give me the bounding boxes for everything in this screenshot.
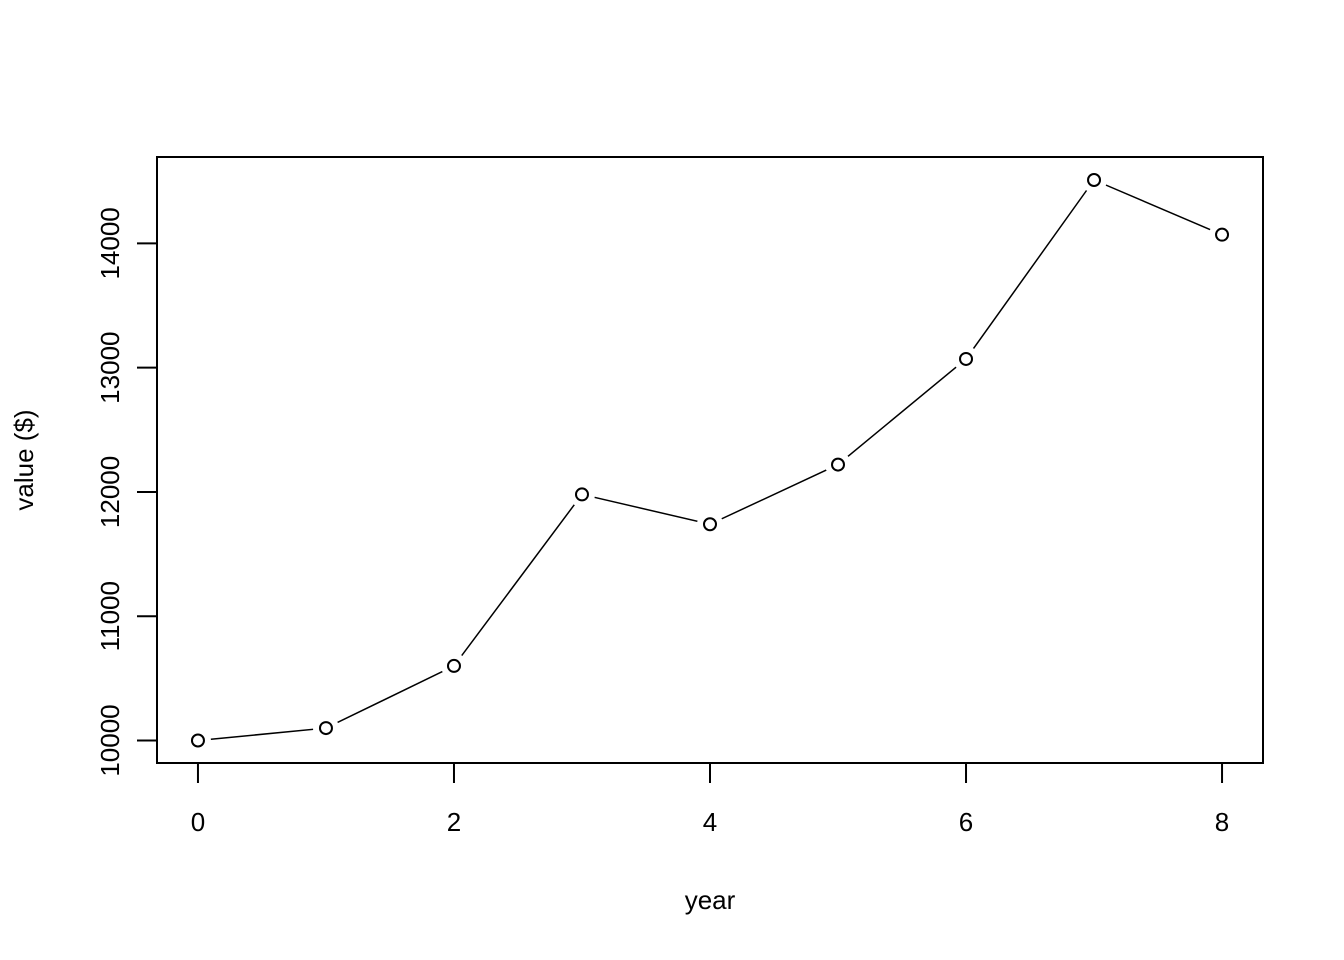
point bbox=[574, 487, 589, 502]
point-halo bbox=[312, 715, 339, 742]
x-tick-label: 0 bbox=[191, 807, 205, 837]
point bbox=[318, 721, 333, 736]
y-tick-label: 13000 bbox=[95, 332, 125, 404]
y-tick-label: 11000 bbox=[95, 581, 125, 651]
point-halo bbox=[184, 727, 211, 754]
x-tick-label: 4 bbox=[703, 807, 717, 837]
point-halo bbox=[568, 481, 595, 508]
series-line bbox=[197, 179, 1223, 742]
point bbox=[190, 733, 205, 748]
point bbox=[1215, 227, 1230, 242]
point-halo bbox=[1209, 221, 1236, 248]
point-halo bbox=[697, 511, 723, 538]
y-axis-label: value ($) bbox=[9, 409, 39, 510]
x-tick-label: 6 bbox=[959, 807, 973, 837]
point bbox=[959, 351, 974, 366]
y-tick-label: 14000 bbox=[95, 207, 125, 279]
point bbox=[831, 457, 846, 472]
plot-frame bbox=[156, 156, 1264, 764]
point-halo bbox=[1081, 166, 1108, 193]
point bbox=[703, 517, 717, 532]
x-tick-label: 8 bbox=[1215, 807, 1229, 837]
y-tick-label: 10000 bbox=[95, 704, 125, 776]
point bbox=[1087, 172, 1102, 187]
point bbox=[446, 658, 461, 673]
point-halo bbox=[440, 652, 467, 679]
point-halo bbox=[953, 345, 980, 372]
y-tick-label: 12000 bbox=[95, 456, 125, 528]
point-halo bbox=[825, 451, 852, 478]
x-tick-label: 2 bbox=[447, 807, 461, 837]
x-axis-label: year bbox=[685, 885, 736, 915]
